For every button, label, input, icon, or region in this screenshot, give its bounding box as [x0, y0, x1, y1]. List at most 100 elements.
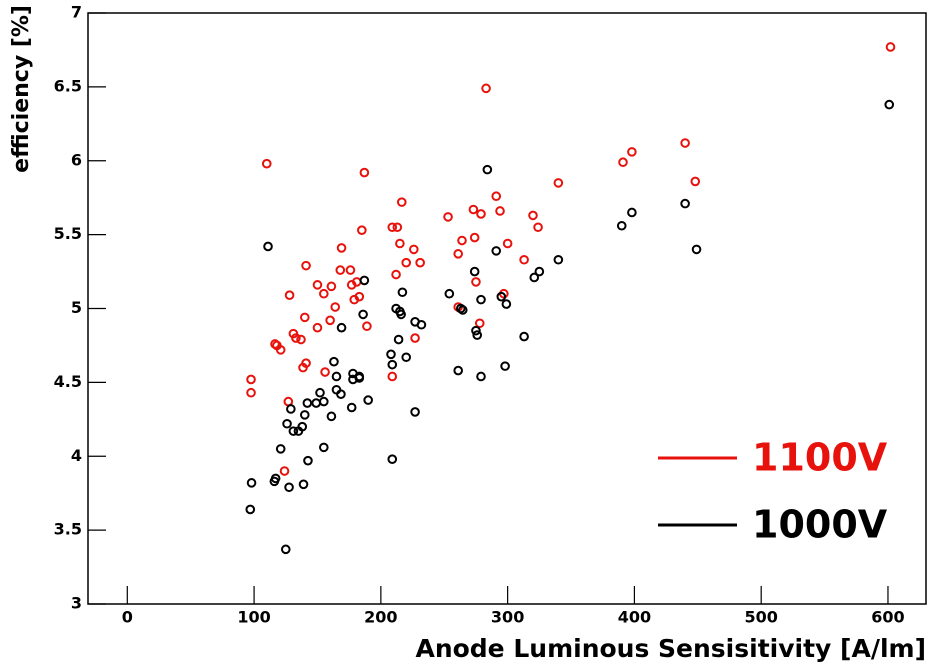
y-tick-label: 3 — [71, 594, 82, 613]
point — [391, 269, 401, 280]
point — [330, 302, 341, 312]
x-axis-label: Anode Luminous Sensisitivity [A/lm] — [415, 634, 926, 663]
y-tick-label: 6 — [71, 150, 82, 169]
point — [359, 167, 370, 178]
point — [311, 398, 321, 408]
point — [320, 367, 330, 377]
point — [346, 402, 357, 413]
point — [326, 281, 337, 292]
point — [553, 254, 564, 265]
point — [468, 204, 479, 215]
point — [354, 291, 365, 302]
y-tick-label: 3.5 — [54, 520, 82, 539]
point — [410, 407, 420, 417]
point — [691, 244, 702, 255]
y-axis-label: efficiency [%] — [9, 5, 34, 173]
point — [358, 309, 368, 320]
point — [357, 225, 367, 235]
point — [519, 331, 529, 342]
point — [533, 222, 543, 233]
point — [396, 197, 407, 207]
point — [354, 371, 365, 382]
y-tick-label: 4.5 — [54, 372, 82, 391]
x-tick-label: 400 — [618, 608, 651, 627]
x-tick-label: 200 — [364, 608, 397, 627]
point — [280, 544, 291, 555]
point — [279, 466, 290, 476]
x-tick-label: 0 — [122, 608, 133, 627]
point — [396, 309, 406, 320]
point — [345, 265, 356, 275]
point — [282, 418, 292, 429]
point — [481, 83, 491, 94]
point — [471, 325, 481, 336]
point — [286, 404, 296, 414]
point — [444, 288, 455, 299]
point — [392, 222, 403, 233]
point — [519, 254, 529, 265]
point — [500, 361, 510, 371]
x-tick-label: 100 — [237, 608, 270, 627]
point — [491, 246, 502, 256]
x-tick-label: 600 — [871, 608, 904, 627]
point — [528, 210, 538, 221]
point — [291, 333, 301, 343]
point — [301, 358, 311, 368]
point — [319, 442, 329, 453]
point — [495, 206, 505, 216]
point — [395, 238, 405, 249]
point — [415, 257, 425, 268]
point — [275, 345, 286, 355]
point — [296, 334, 306, 345]
point — [284, 290, 295, 301]
point — [326, 411, 337, 422]
point — [319, 396, 329, 407]
point — [884, 99, 895, 110]
point — [502, 238, 513, 249]
point — [387, 371, 398, 382]
point — [680, 138, 690, 148]
point — [476, 209, 486, 219]
point — [284, 482, 294, 493]
point — [245, 504, 256, 515]
point — [261, 158, 272, 169]
point — [299, 312, 310, 323]
point — [453, 249, 463, 259]
point — [401, 257, 412, 268]
point — [359, 275, 370, 286]
point — [299, 410, 310, 420]
point — [336, 243, 347, 253]
point — [275, 444, 286, 454]
point — [397, 287, 408, 298]
point — [329, 356, 339, 367]
y-tick-label: 5 — [71, 298, 82, 317]
point — [553, 178, 564, 188]
legend-label: 1000V — [752, 503, 888, 547]
point — [315, 387, 325, 398]
point — [387, 454, 398, 465]
point — [627, 207, 637, 218]
point — [393, 334, 404, 345]
point — [387, 359, 398, 370]
point — [387, 222, 398, 233]
point — [409, 244, 419, 255]
point — [474, 318, 485, 329]
point — [469, 232, 480, 243]
point — [618, 157, 628, 168]
point — [453, 365, 463, 376]
y-tick-label: 6.5 — [54, 76, 82, 95]
point — [288, 426, 299, 436]
point — [616, 220, 627, 231]
point — [363, 395, 373, 405]
point — [680, 198, 690, 209]
point — [312, 280, 323, 290]
y-tick-label: 7 — [71, 3, 82, 22]
point — [246, 478, 257, 488]
point — [469, 266, 480, 277]
point — [270, 473, 281, 484]
point — [331, 371, 342, 382]
point — [246, 374, 256, 385]
point — [472, 330, 483, 340]
point — [476, 371, 486, 382]
